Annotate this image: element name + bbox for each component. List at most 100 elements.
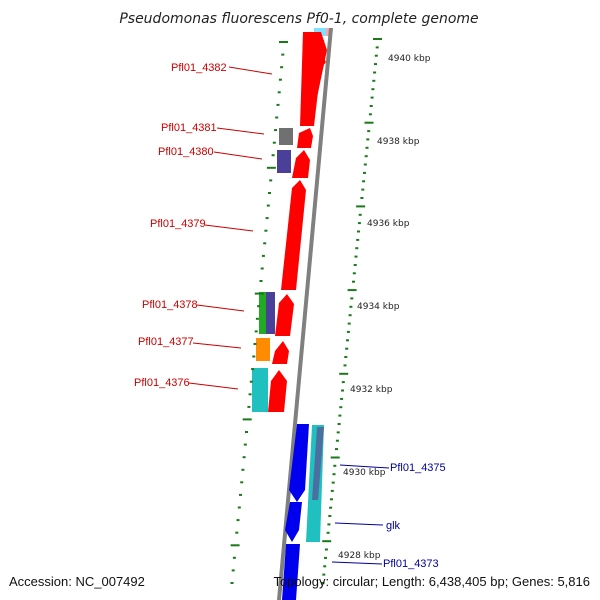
gene-label: Pfl01_4377	[138, 336, 194, 348]
minor-tick	[346, 339, 349, 342]
minor-tick	[363, 163, 367, 166]
leader-line	[192, 342, 242, 349]
gene-label: Pfl01_4379	[150, 218, 206, 230]
forward-gene-arrow	[292, 150, 310, 178]
inner-tick-track	[230, 41, 288, 584]
minor-tick	[373, 71, 377, 74]
minor-tick	[275, 116, 279, 119]
gene-label: Pfl01_4381	[161, 122, 217, 134]
minor-tick	[354, 255, 358, 258]
major-tick	[364, 121, 374, 124]
major-tick	[339, 372, 349, 375]
forward-gene-arrow	[268, 370, 287, 412]
minor-tick	[247, 405, 251, 408]
minor-tick	[340, 397, 344, 400]
gene-label: Pfl01_4376	[134, 377, 190, 389]
minor-tick	[372, 79, 376, 82]
forward-gene-arrow	[300, 32, 327, 126]
leader-line	[331, 561, 383, 565]
minor-tick	[352, 272, 356, 275]
minor-tick	[253, 343, 257, 345]
gene-label: Pfl01_4373	[383, 558, 439, 570]
feature-purple-2	[266, 292, 275, 334]
minor-tick	[331, 481, 335, 484]
leader-line	[196, 304, 245, 312]
minor-tick	[268, 192, 271, 194]
minor-tick	[369, 105, 373, 107]
minor-tick	[243, 443, 247, 446]
minor-tick	[329, 506, 333, 509]
minor-tick	[276, 103, 280, 106]
minor-tick	[374, 63, 377, 66]
minor-tick	[265, 217, 269, 220]
minor-tick	[364, 155, 368, 158]
genome-backbone	[277, 28, 333, 600]
forward-gene-arrow	[297, 128, 313, 148]
minor-tick	[357, 230, 360, 233]
gene-label: Pfl01_4375	[390, 462, 446, 474]
minor-tick	[355, 247, 359, 250]
minor-tick	[347, 322, 351, 325]
tick-label: 4940 kbp	[388, 54, 431, 64]
minor-tick	[277, 91, 281, 94]
gene-label: glk	[386, 520, 401, 532]
leader-line	[339, 464, 390, 469]
minor-tick	[352, 280, 355, 283]
minor-tick	[368, 113, 372, 116]
feature-slate-reverse	[312, 427, 324, 500]
tick-label: 4934 kbp	[357, 302, 400, 312]
minor-tick	[367, 130, 371, 133]
minor-tick	[252, 355, 256, 358]
minor-tick	[362, 180, 366, 183]
minor-tick	[360, 197, 364, 199]
minor-tick	[235, 531, 239, 534]
gene-label: Pfl01_4382	[171, 62, 227, 74]
minor-tick	[365, 146, 369, 149]
minor-tick	[339, 406, 343, 409]
minor-tick	[349, 305, 353, 308]
major-tick	[347, 289, 357, 292]
outer-tick-track	[321, 38, 382, 584]
major-tick	[373, 38, 382, 40]
minor-tick	[280, 66, 284, 69]
minor-tick	[240, 481, 244, 484]
minor-tick	[249, 380, 253, 383]
minor-tick	[332, 473, 336, 476]
tick-label: 4930 kbp	[343, 468, 386, 478]
major-tick	[266, 166, 276, 169]
minor-tick	[321, 582, 325, 584]
feature-orange	[256, 338, 270, 361]
forward-gene-arrow	[275, 294, 294, 336]
minor-tick	[328, 515, 332, 517]
minor-tick	[255, 317, 259, 320]
minor-tick	[237, 506, 241, 509]
major-tick	[330, 456, 340, 459]
gene-label: Pfl01_4380	[158, 146, 214, 158]
tick-label: 4932 kbp	[350, 385, 393, 395]
forward-cds-track	[268, 32, 327, 412]
minor-tick	[236, 519, 240, 522]
accession-label: Accession: NC_007492	[9, 574, 145, 589]
tick-label: 4928 kbp	[338, 551, 381, 561]
leader-line	[334, 522, 384, 526]
feature-green	[259, 292, 268, 334]
minor-tick	[330, 489, 334, 492]
major-tick	[254, 292, 264, 295]
tick-labels: 4940 kbp 4938 kbp 4936 kbp 4934 kbp 4932…	[338, 54, 431, 561]
minor-tick	[374, 54, 378, 57]
minor-tick	[269, 179, 273, 182]
minor-tick	[335, 439, 339, 442]
minor-tick	[271, 154, 275, 157]
minor-tick	[264, 229, 268, 232]
minor-tick	[337, 423, 341, 425]
minor-tick	[341, 389, 344, 392]
major-tick	[356, 205, 366, 208]
reverse-cds-track	[282, 424, 309, 600]
minor-tick	[278, 78, 282, 81]
minor-tick	[251, 368, 255, 371]
minor-tick	[230, 582, 234, 584]
gene-label: Pfl01_4378	[142, 299, 198, 311]
minor-tick	[338, 414, 342, 417]
minor-tick	[274, 129, 277, 132]
